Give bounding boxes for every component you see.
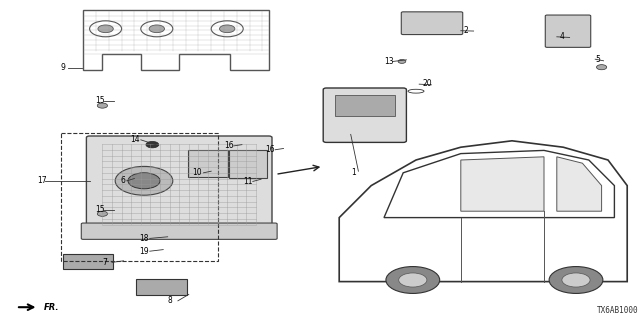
Text: 14: 14 (131, 135, 140, 144)
Circle shape (98, 25, 113, 33)
Text: 15: 15 (95, 96, 104, 105)
Text: 16: 16 (266, 145, 275, 154)
Circle shape (97, 103, 108, 108)
Text: 20: 20 (422, 79, 432, 88)
Circle shape (386, 267, 440, 293)
Circle shape (128, 173, 160, 189)
FancyBboxPatch shape (81, 223, 277, 239)
FancyBboxPatch shape (188, 150, 228, 177)
Circle shape (220, 25, 235, 33)
FancyBboxPatch shape (229, 150, 267, 178)
Circle shape (97, 211, 108, 216)
Circle shape (146, 141, 159, 148)
Text: 13: 13 (384, 57, 394, 66)
Text: 18: 18 (140, 234, 149, 243)
Text: 17: 17 (37, 176, 47, 185)
FancyBboxPatch shape (401, 12, 463, 35)
Text: 15: 15 (95, 205, 104, 214)
Text: FR.: FR. (44, 303, 59, 312)
Circle shape (149, 25, 164, 33)
Text: 9: 9 (60, 63, 65, 72)
Polygon shape (461, 157, 544, 211)
Text: 4: 4 (560, 32, 565, 41)
FancyBboxPatch shape (86, 136, 272, 235)
FancyBboxPatch shape (545, 15, 591, 47)
Text: 8: 8 (168, 296, 172, 305)
Text: TX6AB1000: TX6AB1000 (597, 306, 639, 315)
Text: 2: 2 (464, 26, 468, 35)
FancyBboxPatch shape (63, 254, 113, 269)
Circle shape (115, 166, 173, 195)
Text: 16: 16 (224, 141, 234, 150)
Bar (61, 133, 218, 261)
Text: 5: 5 (595, 55, 600, 64)
Text: 1: 1 (351, 168, 355, 177)
Text: 10: 10 (192, 168, 202, 177)
Polygon shape (557, 157, 602, 211)
FancyBboxPatch shape (136, 279, 187, 295)
FancyBboxPatch shape (335, 95, 395, 116)
FancyBboxPatch shape (323, 88, 406, 142)
Circle shape (399, 273, 427, 287)
Circle shape (596, 65, 607, 70)
Circle shape (549, 267, 603, 293)
Circle shape (398, 60, 406, 63)
Text: 7: 7 (102, 258, 108, 267)
Circle shape (562, 273, 590, 287)
Text: 6: 6 (120, 176, 125, 185)
Text: 11: 11 (243, 177, 253, 186)
Text: 19: 19 (140, 247, 149, 256)
